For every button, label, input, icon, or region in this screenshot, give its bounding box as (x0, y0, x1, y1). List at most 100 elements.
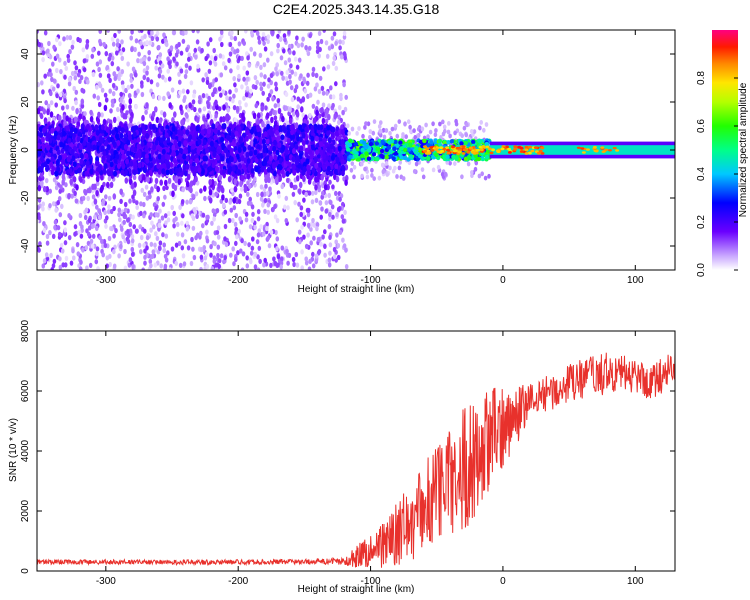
heatmap-cell (297, 229, 302, 235)
heatmap-cell (83, 111, 87, 117)
heatmap-cell (79, 233, 84, 239)
heatmap-cell (306, 232, 310, 238)
heatmap-cell (202, 155, 207, 162)
heatmap-cell (85, 54, 90, 60)
heatmap-cell (160, 63, 165, 69)
heatmap-cell (88, 262, 93, 268)
heatmap-cell (221, 61, 226, 67)
heatmap-cell (63, 240, 68, 246)
heatmap-cell (142, 201, 146, 208)
heatmap-cell (263, 257, 268, 263)
heatmap-cell (37, 214, 41, 220)
heatmap-cell (58, 212, 63, 218)
heatmap-cell (185, 113, 189, 119)
heatmap-cell (260, 105, 265, 112)
heatmap-cell (179, 104, 183, 111)
heatmap-cell (220, 187, 225, 194)
heatmap-cell (323, 243, 327, 249)
heatmap-cell (191, 30, 196, 34)
heatmap-cell (265, 190, 270, 196)
heatmap-cell (291, 164, 296, 171)
heatmap-cell (176, 231, 180, 237)
heatmap-cell (116, 106, 120, 113)
heatmap-cell (109, 208, 114, 215)
heatmap-cell (129, 35, 133, 41)
heatmap-cell (116, 66, 120, 72)
heatmap-cell (343, 55, 348, 61)
heatmap-cell (337, 105, 342, 111)
heatmap-cell (181, 253, 186, 259)
heatmap-cell (107, 235, 112, 242)
heatmap-cell (287, 57, 292, 63)
heatmap-cell (96, 166, 101, 173)
heatmap-cell (314, 72, 319, 79)
heatmap-cell (182, 261, 187, 267)
heatmap-cell (340, 214, 345, 220)
heatmap-cell (225, 114, 229, 121)
heatmap-cell (268, 110, 273, 117)
heatmap-cell (343, 106, 348, 112)
heatmap-cell (40, 80, 44, 86)
heatmap-cell (168, 51, 172, 57)
heatmap-cell (94, 124, 99, 131)
heatmap-cell (242, 40, 246, 46)
heatmap-cell (291, 156, 296, 163)
heatmap-cell (143, 260, 147, 266)
heatmap-cell (260, 191, 264, 198)
heatmap-cell (212, 216, 216, 222)
heatmap-cell (258, 258, 262, 264)
heatmap-cell (77, 167, 82, 174)
heatmap-cell (203, 185, 207, 192)
heatmap-cell (43, 30, 48, 36)
heatmap-cell (68, 49, 72, 55)
heatmap-cell (134, 38, 139, 44)
heatmap-cell (159, 179, 163, 186)
heatmap-cell (231, 217, 235, 224)
heatmap-cell (227, 217, 232, 224)
heatmap-cell (328, 216, 332, 222)
chart-title: C2E4.2025.343.14.35.G18 (273, 1, 440, 17)
heatmap-cell (142, 191, 147, 197)
heatmap-cell (214, 267, 218, 270)
heatmap-cell (338, 39, 342, 45)
heatmap-cell (130, 251, 135, 257)
heatmap-cell (322, 30, 326, 33)
heatmap-cell (64, 182, 68, 188)
heatmap-cell (134, 104, 138, 110)
heatmap-cell (227, 127, 232, 134)
heatmap-cell (295, 262, 300, 268)
heatmap-cell (74, 89, 79, 95)
heatmap-cell (219, 116, 223, 123)
heatmap-cell (86, 79, 90, 85)
heatmap-cell (244, 102, 248, 108)
heatmap-cell (207, 128, 211, 135)
heatmap-cell (49, 111, 54, 118)
heatmap-cell (73, 224, 78, 230)
heatmap-cell (207, 68, 212, 74)
heatmap-cell (120, 69, 125, 75)
heatmap-cell (142, 242, 146, 248)
heatmap-cell (106, 209, 111, 215)
heatmap-cell (214, 99, 218, 106)
heatmap-cell (101, 155, 106, 162)
heatmap-cell (274, 81, 278, 87)
heatmap-cell (154, 212, 159, 218)
heatmap-cell (49, 100, 54, 106)
heatmap-cell (245, 85, 250, 92)
heatmap-cell (65, 35, 70, 41)
heatmap-cell (139, 40, 143, 46)
heatmap-cell (97, 214, 102, 221)
heatmap-cell (80, 87, 84, 93)
heatmap-cell (223, 236, 227, 242)
heatmap-cell (122, 211, 126, 217)
heatmap-cell (132, 174, 137, 181)
heatmap-cell (115, 38, 120, 44)
heatmap-cell (314, 253, 319, 259)
heatmap-cell (201, 223, 205, 229)
heatmap-cell (150, 30, 154, 36)
heatmap-cell (172, 210, 176, 216)
heatmap-cell (316, 175, 320, 183)
heatmap-cell (75, 242, 80, 248)
heatmap-cell (216, 252, 220, 259)
heatmap-cell (98, 38, 102, 44)
